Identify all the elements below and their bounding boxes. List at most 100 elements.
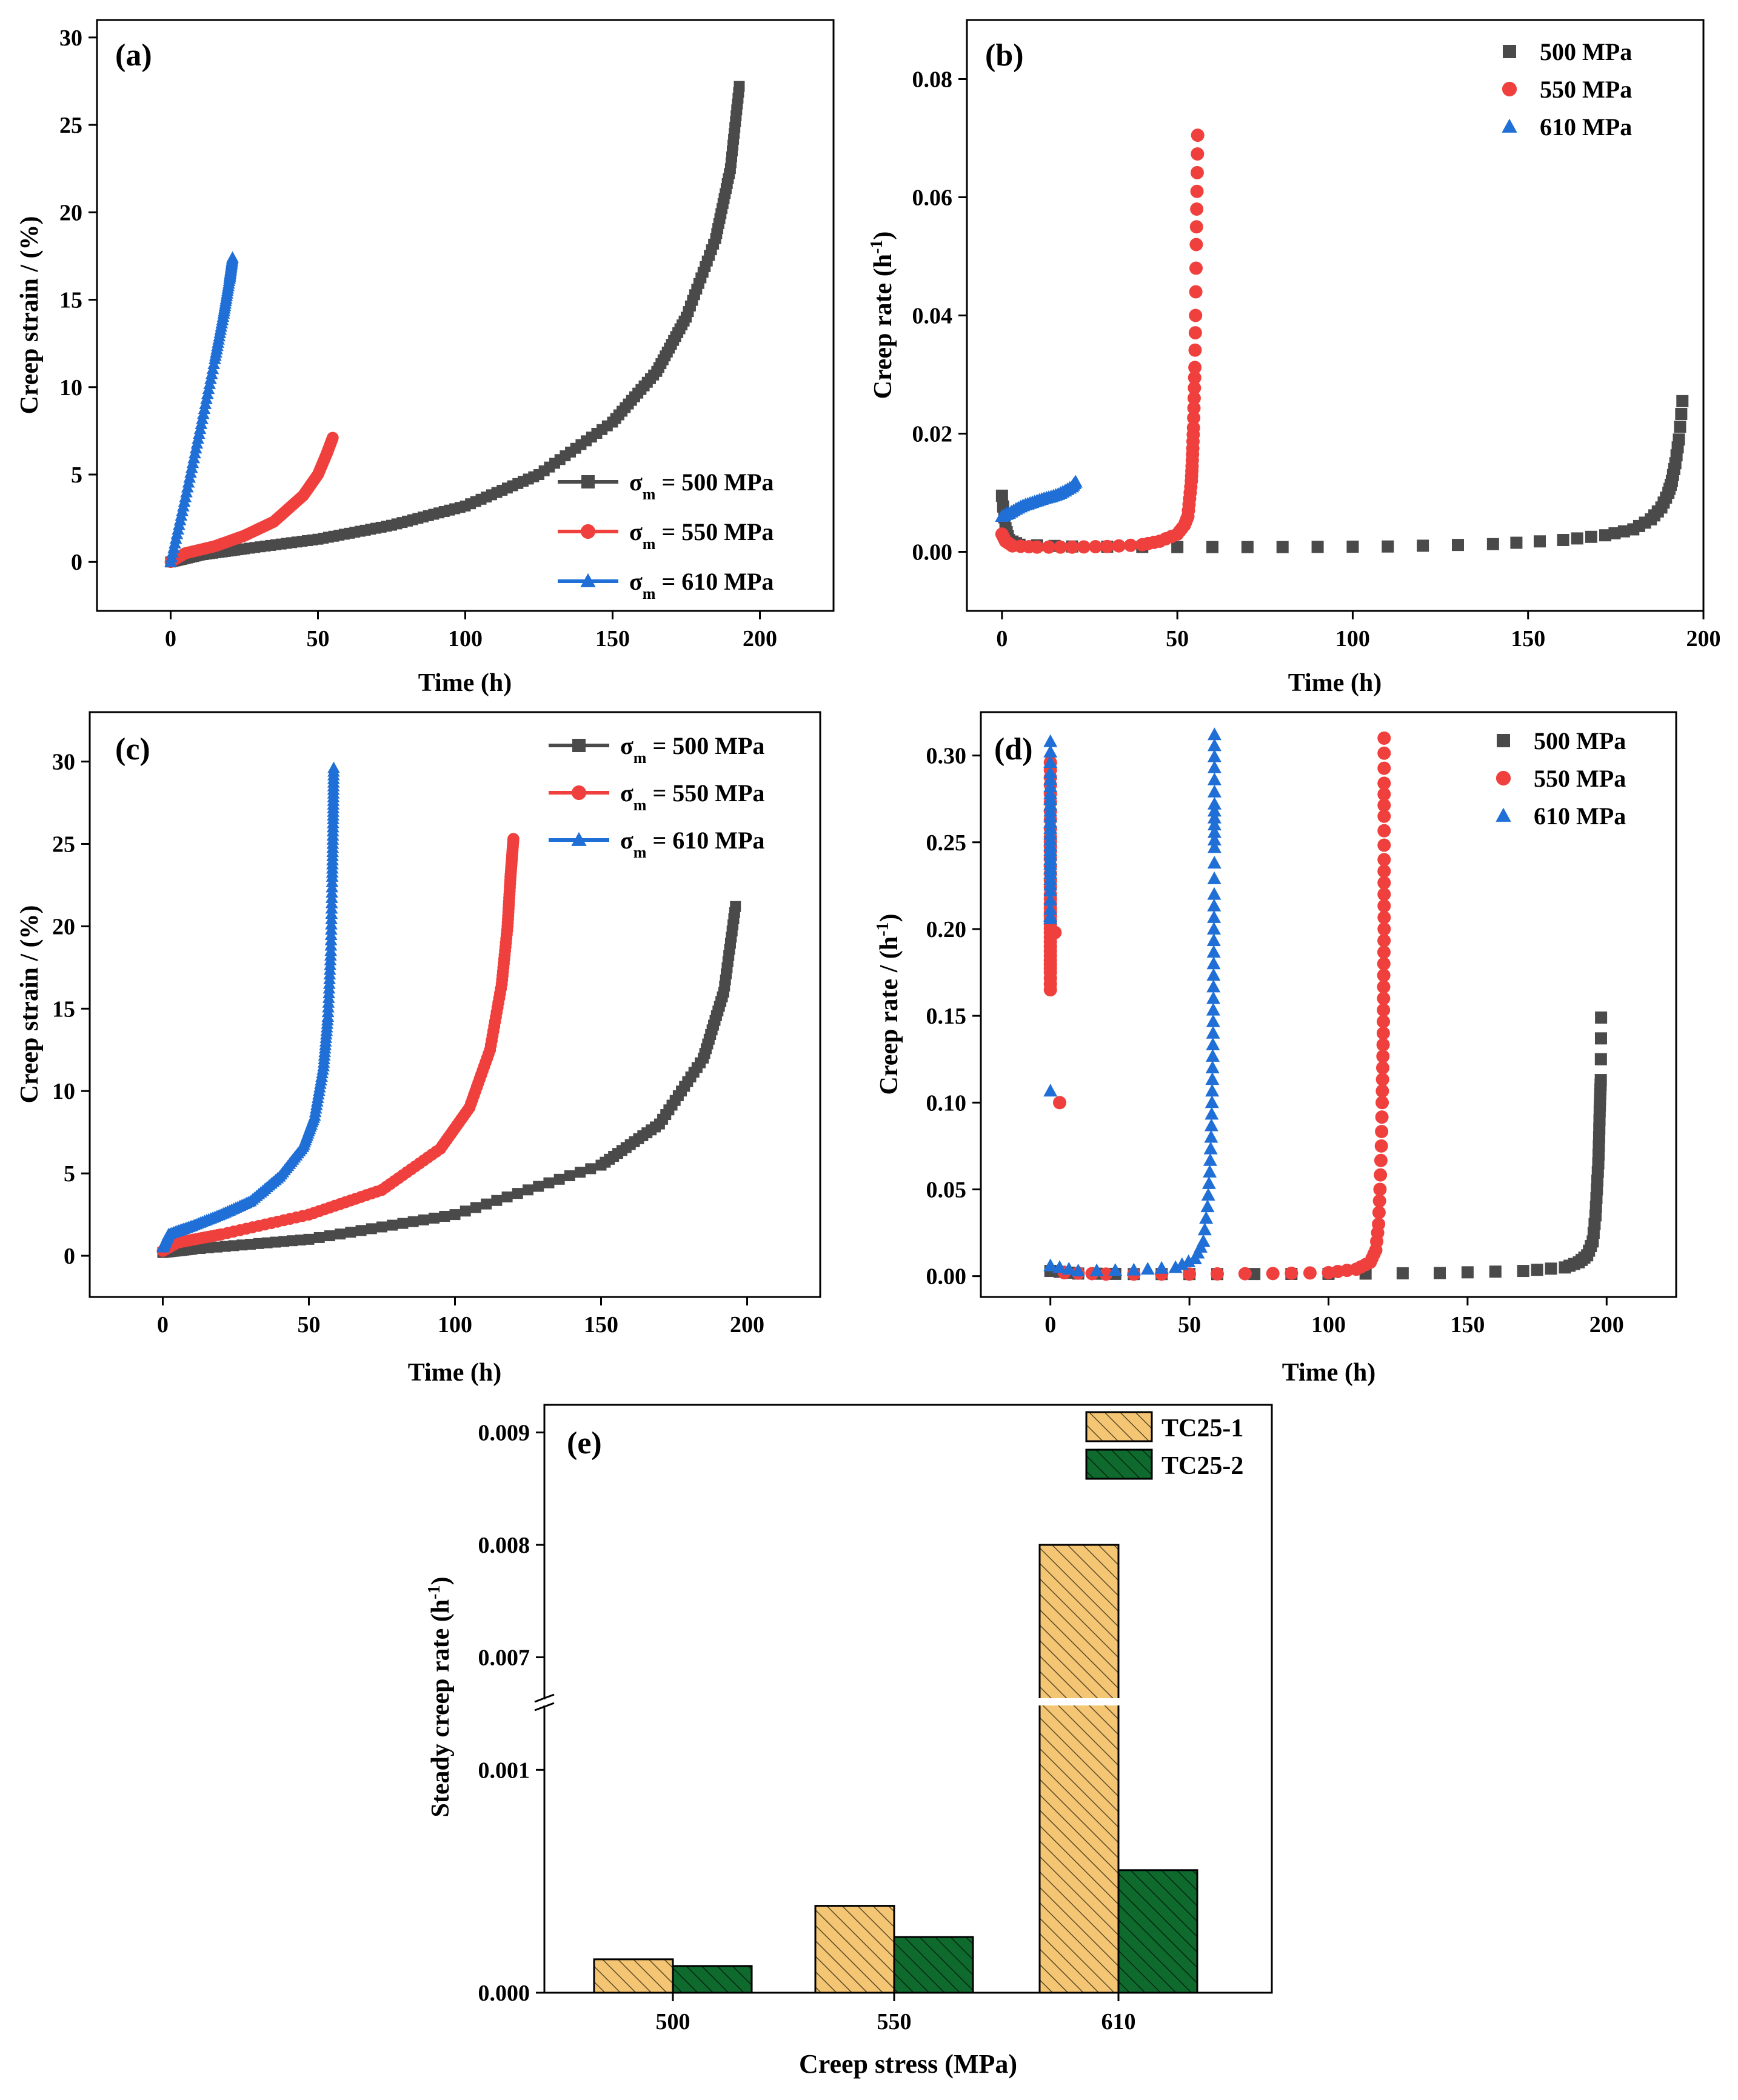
data-point	[1199, 1211, 1214, 1224]
legend-label: 550 MPa	[1540, 76, 1632, 103]
panel-c: (c) 0 50 100 150 200 0 5 10 15 20 25 30 σm = 500 MP…	[16, 711, 821, 1387]
data-point	[1599, 529, 1611, 542]
data-point	[1207, 898, 1222, 912]
data-point	[1675, 408, 1688, 420]
panel-d: (d) 0 50 100 150 200 0.00 0.05 0.10 0.15 0.20 0.25…	[874, 711, 1677, 1387]
y-tick-label: 0.008	[478, 1533, 530, 1558]
y-tick-label: 0.009	[478, 1421, 530, 1446]
data-point	[1517, 1265, 1529, 1278]
y-tick-label: 0.10	[926, 1090, 967, 1116]
data-point	[1311, 541, 1324, 553]
data-point	[1140, 1262, 1155, 1275]
data-point	[1206, 991, 1221, 1004]
data-point	[1674, 421, 1686, 433]
y-tick-label: 0.25	[926, 830, 967, 856]
data-point	[1043, 1258, 1058, 1272]
data-point	[1375, 1073, 1389, 1087]
data-point	[1205, 1084, 1220, 1097]
data-point	[1112, 539, 1126, 553]
data-point	[1594, 1074, 1607, 1087]
data-point	[1187, 411, 1201, 425]
y-tick-label: 30	[59, 25, 82, 51]
data-point	[1673, 433, 1685, 446]
y-tick-label: 20	[59, 200, 82, 225]
x-tick-label: 50	[298, 1312, 321, 1338]
data-point	[1377, 853, 1391, 867]
data-point	[1188, 381, 1202, 395]
data-point	[1043, 734, 1058, 747]
data-point	[1452, 539, 1464, 552]
panel-e-xlabel: Creep stress (MPa)	[799, 2049, 1017, 2079]
data-point	[1595, 1011, 1608, 1024]
data-point	[1196, 1234, 1211, 1247]
axis-break-gap	[543, 1699, 546, 1705]
legend-marker	[580, 524, 596, 539]
data-point	[1207, 727, 1222, 741]
panel-b-ylabel: Creep rate (h-1)	[867, 232, 898, 399]
panel-a: (a) 0 50 100 150 200 0 5 10 15 20 25 30 σm = 500 MP…	[16, 19, 835, 697]
data-point	[1100, 539, 1114, 553]
data-point	[1042, 540, 1055, 554]
legend-marker	[571, 785, 587, 801]
data-point	[1052, 1260, 1067, 1273]
data-point	[1434, 1267, 1446, 1279]
data-point	[1201, 1188, 1215, 1201]
series-500-mpa	[1044, 1011, 1608, 1281]
data-point	[1205, 1061, 1220, 1074]
data-point	[1206, 1014, 1220, 1027]
data-point	[1206, 1002, 1220, 1016]
data-point	[1190, 165, 1204, 179]
data-point	[186, 1244, 198, 1255]
bar	[1117, 1869, 1198, 1994]
data-point	[327, 761, 340, 773]
y-tick-label: 25	[59, 113, 82, 138]
data-point	[286, 1235, 298, 1247]
legend-marker	[1502, 81, 1517, 97]
panel-b-xlabel: Time (h)	[1288, 669, 1382, 697]
data-point	[523, 1184, 533, 1196]
data-point	[575, 1167, 586, 1178]
data-point	[1071, 1264, 1086, 1277]
series-610-mpa	[164, 251, 239, 567]
data-point	[1191, 147, 1205, 161]
panel-e-ylabel: Steady creep rate (h-1)	[425, 1577, 455, 1818]
x-tick-label: 50	[307, 626, 330, 652]
legend-label: σm = 550 MPa	[620, 779, 764, 814]
data-point	[335, 1228, 346, 1240]
data-point	[407, 1216, 419, 1227]
data-point	[1207, 784, 1222, 798]
axis-break-mark	[534, 1702, 555, 1712]
data-point	[1190, 202, 1204, 216]
legend-label: 610 MPa	[1540, 113, 1632, 141]
legend-label: 610 MPa	[1534, 802, 1626, 830]
series-tc25-1	[593, 1544, 1120, 1994]
data-point	[1043, 893, 1058, 906]
data-point	[1374, 1168, 1388, 1182]
data-point	[326, 432, 339, 444]
data-point	[1207, 804, 1222, 817]
data-point	[1676, 395, 1689, 407]
y-tick-label: 15	[59, 288, 82, 313]
data-point	[212, 1241, 223, 1253]
data-point	[1054, 540, 1068, 554]
panel-d-frame	[980, 711, 1677, 1298]
data-point	[1207, 818, 1222, 831]
panel-d-xlabel: Time (h)	[1282, 1359, 1375, 1387]
legend-marker	[580, 573, 596, 587]
data-point	[1077, 540, 1091, 554]
series-line	[161, 839, 515, 1253]
data-point	[1372, 1205, 1386, 1219]
legend-swatch	[1085, 1411, 1153, 1442]
data-point	[1285, 1266, 1298, 1280]
data-point	[1188, 343, 1202, 357]
data-point	[1188, 371, 1202, 385]
x-tick-label: 500	[656, 2009, 690, 2035]
data-point	[1377, 992, 1391, 1005]
data-point	[1189, 220, 1203, 234]
data-point	[1089, 540, 1103, 554]
y-tick-label: 0.007	[478, 1645, 530, 1671]
data-point	[1207, 856, 1222, 869]
panel-a-ylabel: Creep strain / (%)	[16, 216, 44, 415]
bar	[593, 1958, 674, 1994]
data-point	[1571, 532, 1583, 545]
